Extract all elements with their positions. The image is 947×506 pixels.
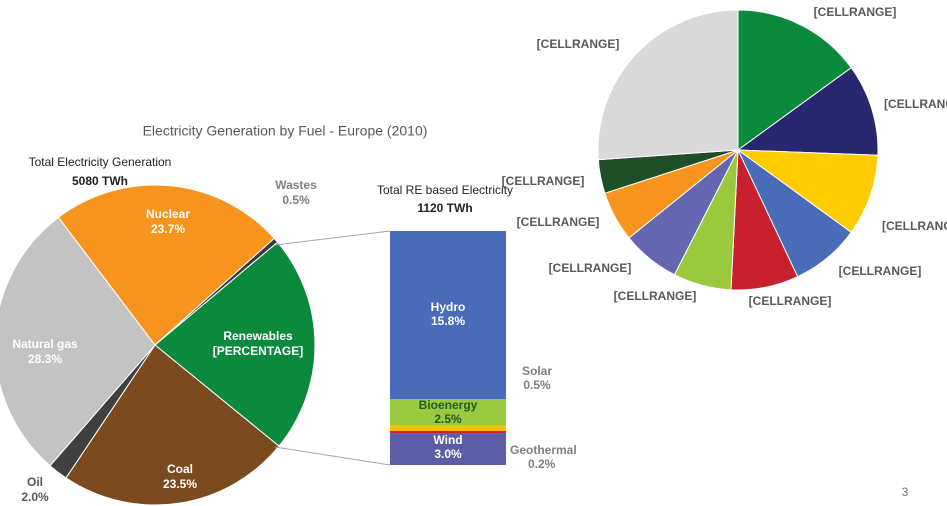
slice-value-label: 2.0% xyxy=(21,490,49,504)
pie-slice xyxy=(0,216,156,467)
segment-value-label: 0.2% xyxy=(528,457,556,471)
segment-label: Solar xyxy=(522,364,552,378)
pie-slice xyxy=(736,149,879,233)
slice-value-label: 23.7% xyxy=(151,222,185,236)
segment-label: Wind xyxy=(433,433,462,447)
chart-title: Electricity Generation by Fuel - Europe … xyxy=(143,123,428,139)
slice-label: Natural gas xyxy=(12,337,78,351)
bar-subtitle: 1120 TWh xyxy=(417,201,472,215)
pie-slice xyxy=(736,67,879,156)
annotation: Total Electricity Generation xyxy=(29,155,172,169)
bar-segment xyxy=(390,433,506,465)
pie-slice xyxy=(737,9,852,151)
slice-label: [CELLRANGE] xyxy=(882,219,947,233)
slice-label: [CELLRANGE] xyxy=(517,215,600,229)
slice-label: [CELLRANGE] xyxy=(884,97,947,111)
page-number: 3 xyxy=(902,485,909,499)
pie-slice xyxy=(154,237,279,346)
pie-slice xyxy=(154,241,316,447)
pie-slice xyxy=(597,9,739,161)
segment-value-label: 3.0% xyxy=(434,447,462,461)
slice-value-label: 28.3% xyxy=(28,352,62,366)
slice-label: Renewables xyxy=(223,329,293,343)
slice-label: [CELLRANGE] xyxy=(814,5,897,19)
segment-value-label: 15.8% xyxy=(431,314,465,328)
slice-label: [CELLRANGE] xyxy=(839,264,922,278)
pie-slice xyxy=(65,344,280,506)
slice-value-label: [PERCENTAGE] xyxy=(213,344,303,358)
bar-title: Total RE based Electricity xyxy=(377,183,513,197)
segment-value-label: 2.5% xyxy=(434,412,462,426)
segment-label: Bioenergy xyxy=(419,398,478,412)
slice-label: Oil xyxy=(27,475,43,489)
slice-label: [CELLRANGE] xyxy=(537,37,620,51)
annotation: 5080 TWh xyxy=(72,174,128,188)
slice-value-label: 23.5% xyxy=(163,477,197,491)
segment-label: Geothermal xyxy=(510,443,577,457)
slice-label: [CELLRANGE] xyxy=(749,294,832,308)
connector-line xyxy=(274,446,391,466)
slice-label: Nuclear xyxy=(146,207,190,221)
slice-value-label: 0.5% xyxy=(282,193,310,207)
slice-label: Coal xyxy=(167,462,193,476)
bar-segment xyxy=(390,430,506,434)
bar-segment xyxy=(390,399,506,426)
pie-slice xyxy=(57,184,275,346)
slice-label: [CELLRANGE] xyxy=(549,261,632,275)
slice-label: [CELLRANGE] xyxy=(614,289,697,303)
bar-segment xyxy=(390,425,506,431)
slice-label: [CELLRANGE] xyxy=(502,174,585,188)
segment-value-label: 0.5% xyxy=(523,378,551,392)
slice-label: Wastes xyxy=(275,178,317,192)
connector-line xyxy=(274,230,391,246)
bar-segment xyxy=(390,231,506,400)
segment-label: Hydro xyxy=(431,300,466,314)
